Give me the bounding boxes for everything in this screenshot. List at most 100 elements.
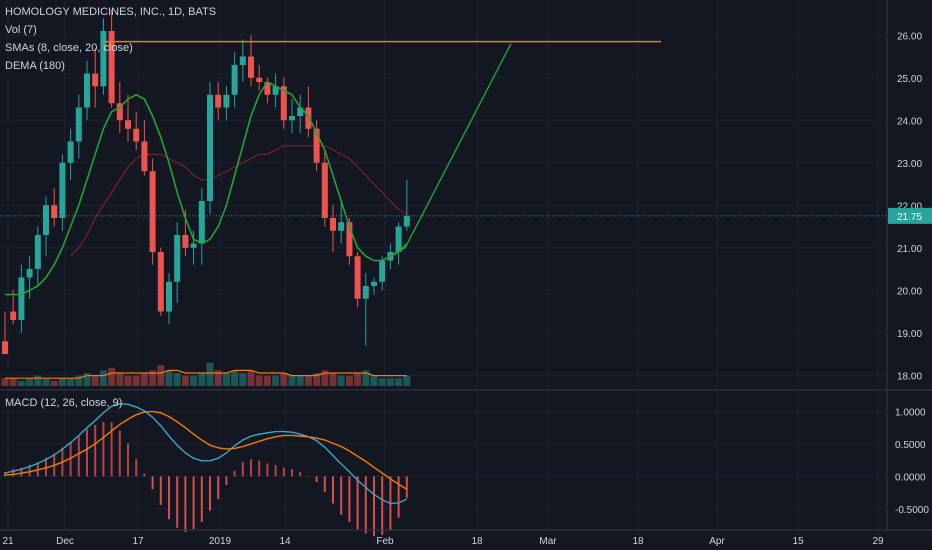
candle-45 [371,277,377,295]
candle-20 [166,273,172,325]
volume-bar-35 [288,375,296,386]
signal-line [4,410,408,490]
volume-bar-10 [83,373,91,386]
macd-hist-46 [381,476,384,535]
volume-bar-40 [329,373,337,386]
volume-bar-18 [149,370,157,386]
macd-hist-27 [225,476,228,485]
candle-body-34 [280,86,287,121]
volume-bar-5 [42,378,50,386]
candle-body-26 [215,94,222,108]
candle-16 [133,111,140,150]
price-tick-7: 19.00 [897,329,922,340]
candle-body-10 [84,73,90,108]
volume-bar-22 [181,375,189,386]
macd-hist-21 [176,476,179,528]
macd-hist-23 [192,476,195,530]
candle-body-37 [305,107,312,129]
candle-28 [231,52,238,108]
candle-5 [43,196,49,257]
macd-label[interactable]: MACD (12, 26, close, 9) [5,397,123,409]
volume-bar-14 [116,373,124,386]
macd-hist-11 [94,424,97,477]
candle-43 [354,252,361,308]
candle-7 [59,154,66,231]
macd-hist-13 [110,422,113,477]
macd-hist-44 [364,476,367,534]
indicator-volume-label[interactable]: Vol (7) [5,24,37,36]
macd-tick-2: 0.0000 [895,472,926,483]
candle-body-9 [75,107,82,142]
volume-bar-42 [345,375,353,386]
volume-bar-25 [206,362,214,386]
sma-fast-line [5,80,408,296]
candle-39 [321,150,328,227]
candle-body-13 [108,31,115,104]
macd-hist-29 [241,462,244,477]
candle-body-43 [354,256,361,299]
time-tick-5: Feb [376,536,394,547]
candle-body-25 [207,94,213,201]
candle-38 [313,120,320,172]
macd-hist-25 [209,476,211,511]
macd-line [4,402,408,505]
candle-31 [256,65,263,91]
macd-hist-19 [159,476,162,505]
candle-21 [174,222,181,303]
volume-bar-31 [255,375,263,386]
candle-body-17 [141,141,148,172]
macd-hist-17 [143,473,146,477]
candle-23 [190,230,197,265]
candle-18 [149,158,156,265]
macd-hist-28 [233,470,236,477]
volume-bar-37 [304,375,312,386]
drawing-tools[interactable] [0,40,887,257]
macd-hist-12 [102,422,105,477]
indicator-dema-label[interactable]: DEMA (180) [5,60,65,72]
candle-body-49 [403,215,410,227]
macd-hist-41 [340,476,343,515]
volume-bar-23 [190,375,198,386]
macd-hist-34 [282,467,285,477]
candle-body-22 [182,235,189,248]
candle-12 [100,18,107,95]
volume-bar-0 [1,378,9,386]
volume-bar-39 [321,370,329,386]
candle-34 [280,77,287,129]
last-price-value: 21.75 [897,212,922,223]
chart-title: HOMOLOGY MEDICINES, INC., 1D, BATS [5,6,217,18]
candle-body-29 [239,56,246,65]
candle-27 [223,86,230,121]
macd-hist-36 [299,472,302,477]
macd-hist-42 [348,476,351,523]
volume-bar-29 [239,373,247,386]
macd-hist-16 [135,459,138,477]
macd-hist-32 [266,463,269,477]
volume-bar-45 [370,375,378,386]
indicator-smas-label[interactable]: SMAs (8, close, 20, close) [5,42,133,54]
candle-body-28 [231,65,238,95]
volume-bar-30 [247,370,255,386]
price-tick-6: 20.00 [897,286,922,297]
candle-29 [239,39,246,82]
candle-24 [198,188,205,265]
volume-bar-20 [165,370,173,386]
macd-hist-14 [118,430,121,477]
macd-hist-10 [86,429,88,477]
volume-bar-49 [403,375,411,386]
macd-hist-48 [397,476,400,518]
candle-40 [330,205,336,252]
projection-path [389,43,512,257]
time-tick-10: 15 [792,536,804,547]
macd-hist-18 [151,476,154,490]
volume-sma-line [5,369,407,379]
volume-bar-24 [198,373,206,386]
candle-body-15 [125,120,131,129]
candle-body-3 [26,269,33,278]
macd-hist-2 [20,467,23,477]
macd-tick-0: 1.0000 [895,407,926,418]
sma-slow-line [70,145,408,257]
macd-hist-3 [28,464,31,477]
candle-body-4 [34,235,41,269]
